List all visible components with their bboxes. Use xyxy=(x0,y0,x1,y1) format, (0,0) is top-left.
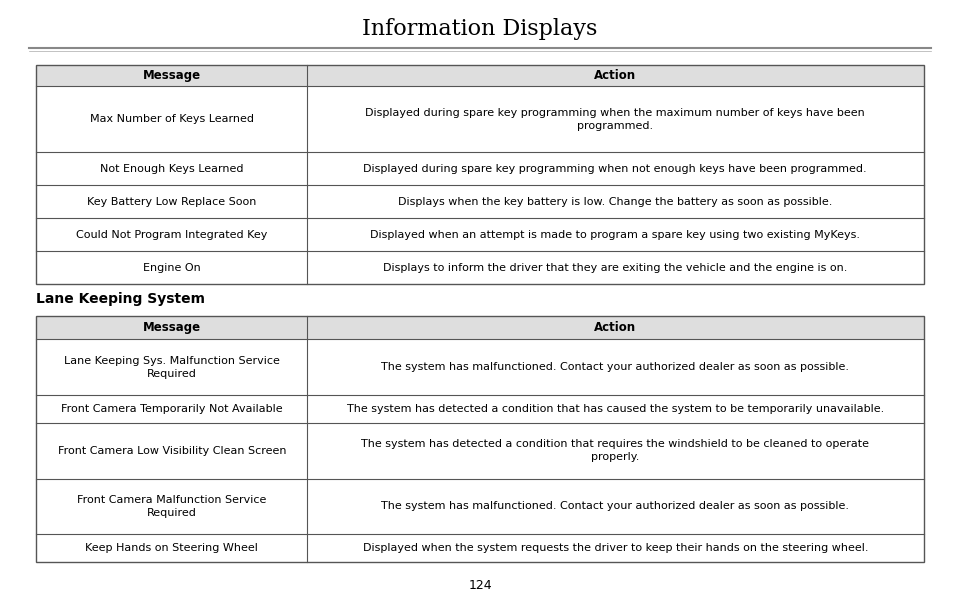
Text: Information Displays: Information Displays xyxy=(362,18,598,40)
Text: Displays to inform the driver that they are exiting the vehicle and the engine i: Displays to inform the driver that they … xyxy=(383,263,848,273)
Text: Action: Action xyxy=(594,69,636,82)
Text: The system has malfunctioned. Contact your authorized dealer as soon as possible: The system has malfunctioned. Contact yo… xyxy=(381,502,850,511)
Text: Max Number of Keys Learned: Max Number of Keys Learned xyxy=(89,114,253,124)
Text: Front Camera Low Visibility Clean Screen: Front Camera Low Visibility Clean Screen xyxy=(58,445,286,456)
Text: The system has detected a condition that requires the windshield to be cleaned t: The system has detected a condition that… xyxy=(361,439,869,463)
Text: Could Not Program Integrated Key: Could Not Program Integrated Key xyxy=(76,230,268,240)
Text: Displayed during spare key programming when not enough keys have been programmed: Displayed during spare key programming w… xyxy=(364,164,867,174)
Text: Engine On: Engine On xyxy=(143,263,201,273)
Text: Displayed when an attempt is made to program a spare key using two existing MyKe: Displayed when an attempt is made to pro… xyxy=(371,230,860,240)
Bar xyxy=(36,316,924,339)
Text: Front Camera Temporarily Not Available: Front Camera Temporarily Not Available xyxy=(60,404,282,414)
Text: Message: Message xyxy=(143,321,201,334)
Bar xyxy=(36,316,924,562)
Text: The system has malfunctioned. Contact your authorized dealer as soon as possible: The system has malfunctioned. Contact yo… xyxy=(381,362,850,372)
Text: 124: 124 xyxy=(468,579,492,592)
Text: Message: Message xyxy=(143,69,201,82)
Bar xyxy=(36,65,924,284)
Text: Not Enough Keys Learned: Not Enough Keys Learned xyxy=(100,164,244,174)
Text: Keep Hands on Steering Wheel: Keep Hands on Steering Wheel xyxy=(85,543,258,553)
Text: Lane Keeping System: Lane Keeping System xyxy=(36,293,205,306)
Text: Key Battery Low Replace Soon: Key Battery Low Replace Soon xyxy=(87,197,256,207)
Text: Displayed when the system requests the driver to keep their hands on the steerin: Displayed when the system requests the d… xyxy=(363,543,868,553)
Text: The system has detected a condition that has caused the system to be temporarily: The system has detected a condition that… xyxy=(347,404,884,414)
Text: Action: Action xyxy=(594,321,636,334)
Text: Displayed during spare key programming when the maximum number of keys have been: Displayed during spare key programming w… xyxy=(366,108,865,131)
Text: Lane Keeping Sys. Malfunction Service
Required: Lane Keeping Sys. Malfunction Service Re… xyxy=(63,356,279,379)
Text: Front Camera Malfunction Service
Required: Front Camera Malfunction Service Require… xyxy=(77,495,267,518)
Text: Displays when the key battery is low. Change the battery as soon as possible.: Displays when the key battery is low. Ch… xyxy=(398,197,832,207)
Bar xyxy=(36,65,924,86)
